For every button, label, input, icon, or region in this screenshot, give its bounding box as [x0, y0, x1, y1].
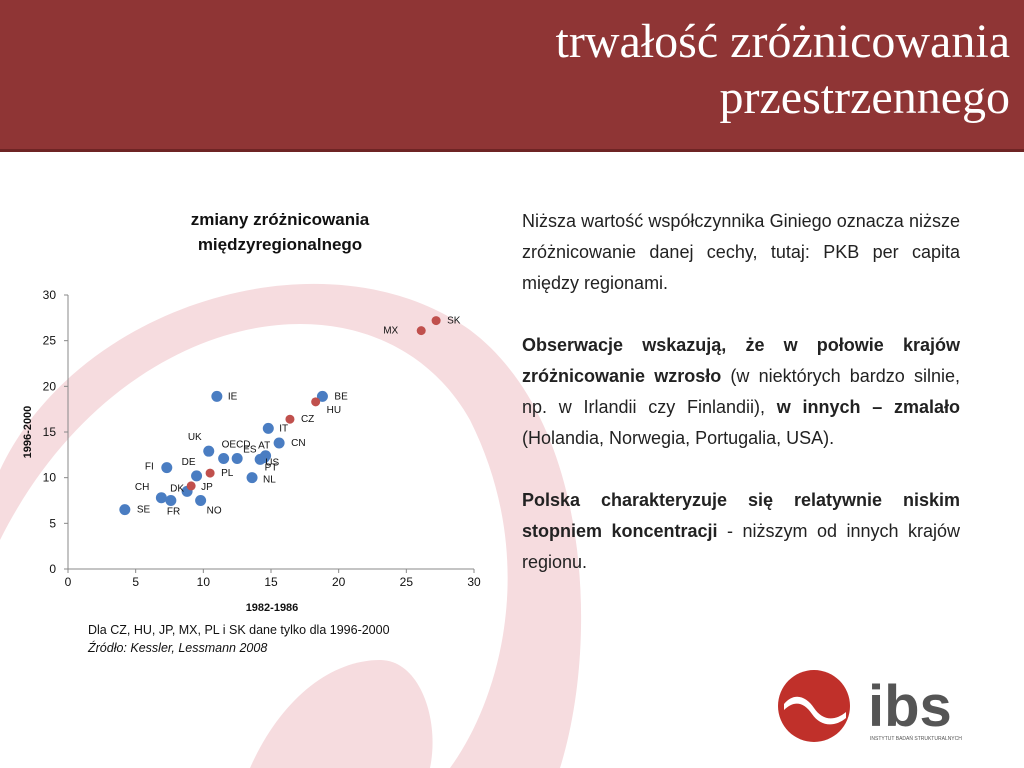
note-source: Źródło: Kessler, Lessmann 2008: [88, 641, 268, 655]
data-point-us: [258, 452, 270, 464]
data-point-fi: [161, 462, 173, 474]
page-title: trwałość zróżnicowania przestrzennego: [555, 15, 1010, 124]
y-tick-label: 30: [43, 288, 57, 302]
paragraph-2-text-2: (Holandia, Norwegia, Portugalia, USA).: [522, 428, 835, 448]
point-label-mx: MX: [383, 326, 398, 337]
x-tick-label: 10: [197, 575, 211, 589]
chart-title: zmiany zróżnicowania międzyregionalnego: [190, 210, 370, 254]
note-data-info: Dla CZ, HU, JP, MX, PL i SK dane tylko d…: [88, 623, 390, 637]
point-label-de: DE: [182, 457, 196, 468]
point-label-se: SE: [137, 505, 151, 516]
point-label-cz: CZ: [301, 414, 314, 425]
chart-axes: 0 5 10 15 20 25 30 0 5 10 15 20 25 30: [43, 288, 481, 589]
data-point-ie: [211, 390, 223, 402]
point-label-oecd: OECD: [222, 439, 251, 450]
point-label-dk: DK: [170, 483, 184, 494]
point-label-at: AT: [258, 440, 270, 451]
point-label-fi: FI: [145, 462, 154, 473]
data-point-hu: [311, 397, 321, 407]
point-label-ch: CH: [135, 482, 149, 493]
point-label-be: BE: [334, 391, 348, 402]
point-label-sk: SK: [447, 316, 461, 327]
point-label-cn: CN: [291, 438, 305, 449]
y-tick-label: 10: [43, 471, 57, 485]
x-tick-label: 20: [332, 575, 346, 589]
data-point-cz: [285, 414, 295, 424]
x-tick-label: 30: [467, 575, 481, 589]
y-tick-label: 15: [43, 425, 57, 439]
data-point-cn: [273, 437, 285, 449]
data-point-jp: [186, 481, 196, 491]
point-label-fr: FR: [167, 507, 180, 518]
data-point-sk: [431, 316, 441, 326]
paragraph-3-text: - niższym od innych krajów regionu.: [522, 521, 960, 572]
point-label-it: IT: [279, 423, 288, 434]
paragraph-2: Obserwacje wskazują, że w połowie krajów…: [522, 330, 960, 454]
point-label-es: ES: [243, 444, 257, 455]
data-point-pl: [205, 468, 215, 478]
point-label-no: NO: [207, 506, 222, 517]
data-point-uk: [203, 445, 215, 457]
point-label-us: US: [265, 458, 279, 469]
y-tick-label: 5: [49, 516, 56, 530]
point-label-pt: PT: [265, 463, 278, 474]
data-point-no: [195, 495, 207, 506]
paragraph-2-bold-2: w innych – zmalało: [776, 397, 960, 417]
point-label-ie: IE: [228, 391, 238, 402]
y-tick-label: 20: [43, 379, 57, 393]
paragraph-2-bold-1: Obserwacje wskazują, że w połowie krajów…: [522, 335, 960, 386]
point-label-nl: NL: [263, 475, 276, 486]
data-point-it: [262, 422, 274, 434]
data-point-de: [191, 470, 203, 482]
point-label-pl: PL: [221, 468, 234, 479]
data-point-ch: [155, 492, 167, 504]
point-label-uk: UK: [188, 432, 202, 443]
paragraph-2-text-1: (w niektórych bardzo silnie, np. w Irlan…: [522, 366, 961, 417]
y-axis-title: 1996-2000: [22, 406, 34, 459]
point-label-hu: HU: [327, 405, 341, 416]
data-point-fr: [165, 495, 177, 506]
header-bar: trwałość zróżnicowania przestrzennego: [0, 0, 1024, 152]
paragraph-1: Niższa wartość współczynnika Giniego ozn…: [522, 211, 960, 293]
logo-text: ibs: [868, 674, 952, 739]
y-tick-label: 0: [49, 562, 56, 576]
y-tick-label: 25: [43, 334, 57, 348]
x-tick-label: 5: [132, 575, 139, 589]
ibs-logo: ibs INSTYTUT BADAŃ STRUKTURALNYCH: [778, 670, 962, 742]
data-point-nl: [246, 472, 258, 484]
chart-note: Dla CZ, HU, JP, MX, PL i SK dane tylko d…: [88, 621, 448, 657]
paragraph-3: Polska charakteryzuje się relatywnie nis…: [522, 485, 960, 578]
data-point-be: [316, 390, 328, 402]
text-column: Niższa wartość współczynnika Giniego ozn…: [522, 206, 960, 609]
data-point-mx: [416, 326, 426, 336]
logo-subtitle: INSTYTUT BADAŃ STRUKTURALNYCH: [870, 735, 962, 742]
data-point-es: [231, 452, 243, 464]
x-axis-title: 1982-1986: [246, 602, 299, 614]
x-tick-label: 15: [264, 575, 278, 589]
logo-wave-icon: [784, 696, 846, 725]
x-tick-label: 0: [65, 575, 72, 589]
x-tick-label: 25: [400, 575, 414, 589]
data-point-oecd: [218, 452, 230, 464]
data-point-se: [119, 504, 131, 516]
point-label-jp: JP: [201, 482, 213, 493]
paragraph-3-bold: Polska charakteryzuje się relatywnie nis…: [522, 490, 960, 541]
